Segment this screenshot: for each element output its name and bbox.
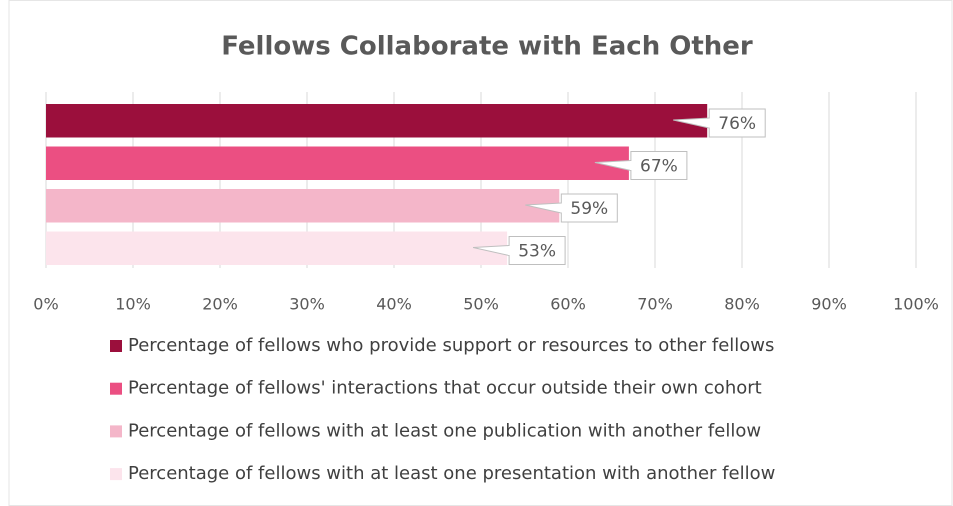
data-label: 59% bbox=[570, 199, 608, 219]
x-tick-label: 10% bbox=[115, 295, 151, 314]
legend-label: Percentage of fellows with at least one … bbox=[128, 463, 775, 484]
x-tick-label: 90% bbox=[811, 295, 847, 314]
callout-box bbox=[508, 236, 566, 265]
x-tick-label: 50% bbox=[463, 295, 499, 314]
x-tick-label: 70% bbox=[637, 295, 673, 314]
callout-box bbox=[708, 108, 766, 138]
data-label: 76% bbox=[718, 114, 756, 134]
x-tick-label: 80% bbox=[724, 295, 760, 314]
data-label: 53% bbox=[518, 242, 556, 262]
legend-label: Percentage of fellows who provide suppor… bbox=[128, 335, 774, 356]
data-label: 67% bbox=[640, 157, 678, 177]
bar bbox=[46, 146, 629, 180]
legend-swatch bbox=[110, 382, 122, 395]
callout-box bbox=[630, 151, 688, 180]
legend-swatch bbox=[110, 468, 122, 481]
x-tick-label: 100% bbox=[893, 295, 939, 314]
callout-box bbox=[560, 193, 618, 223]
legend-swatch bbox=[110, 340, 122, 352]
legend-label: Percentage of fellows' interactions that… bbox=[128, 378, 762, 399]
x-tick-label: 20% bbox=[202, 295, 238, 314]
bar bbox=[46, 104, 708, 138]
x-tick-label: 40% bbox=[376, 295, 412, 314]
legend-label: Percentage of fellows with at least one … bbox=[128, 420, 761, 441]
x-tick-label: 0% bbox=[33, 295, 58, 314]
x-tick-label: 30% bbox=[289, 295, 325, 314]
chart-title: Fellows Collaborate with Each Other bbox=[221, 32, 753, 62]
bar bbox=[46, 189, 560, 223]
x-tick-label: 60% bbox=[550, 295, 586, 314]
legend-swatch bbox=[110, 425, 122, 438]
bar bbox=[46, 231, 508, 265]
